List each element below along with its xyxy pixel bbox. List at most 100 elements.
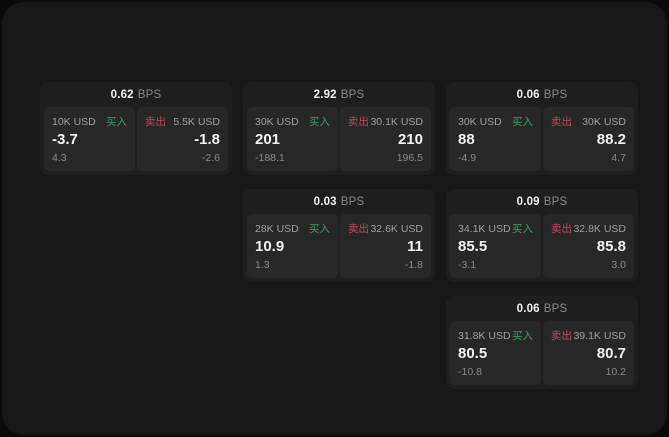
quote-tiles: 10K USD 买入 -3.7 4.3 卖出 5.5K USD -1.8 -2.… (40, 107, 232, 175)
quote-tiles: 31.8K USD 买入 80.5 -10.8 卖出 39.1K USD 80.… (446, 321, 638, 389)
buy-side-label: 买入 (512, 116, 533, 128)
buy-sub-value: -4.9 (458, 152, 477, 165)
buy-side-label: 买入 (512, 330, 533, 342)
buy-tile-header: 30K USD 买入 (255, 114, 330, 129)
sell-amount: 30K USD (582, 116, 626, 128)
sell-side-label: 卖出 (551, 330, 572, 342)
buy-side-label: 买入 (309, 116, 330, 128)
bps-suffix-label: BPS (340, 195, 365, 208)
quote-card: 0.06 BPS 30K USD 买入 88 -4.9 卖出 30K USD 8… (446, 82, 638, 175)
buy-price-value: -3.7 (52, 131, 78, 148)
sell-sub-value: 4.7 (611, 152, 626, 165)
sell-price-value: 88.2 (596, 131, 626, 148)
quote-card: 0.62 BPS 10K USD 买入 -3.7 4.3 卖出 5.5K USD… (40, 82, 232, 175)
bps-suffix-label: BPS (137, 88, 162, 101)
sell-sub-value: 196.5 (396, 152, 423, 165)
quote-tiles: 30K USD 买入 88 -4.9 卖出 30K USD 88.2 4.7 (446, 107, 638, 175)
bps-suffix-label: BPS (543, 302, 568, 315)
card-spread-header: 0.09 BPS (446, 189, 638, 214)
buy-tile-header: 30K USD 买入 (458, 114, 533, 129)
sell-side-label: 卖出 (348, 223, 369, 235)
sell-price-value: 85.8 (596, 238, 626, 255)
card-spread-header: 0.62 BPS (40, 82, 232, 107)
buy-amount: 31.8K USD (458, 330, 511, 342)
quote-card: 0.09 BPS 34.1K USD 买入 85.5 -3.1 卖出 32.8K… (446, 189, 638, 282)
bps-suffix-label: BPS (340, 88, 365, 101)
sell-side-label: 卖出 (551, 116, 572, 128)
sell-tile-header: 卖出 30.1K USD (348, 114, 423, 129)
buy-amount: 34.1K USD (458, 223, 511, 235)
sell-tile-header: 卖出 5.5K USD (145, 114, 220, 129)
spread-bps-value: 2.92 (313, 88, 337, 101)
sell-quote-tile[interactable]: 卖出 32.6K USD 11 -1.8 (340, 214, 431, 278)
buy-tile-header: 28K USD 买入 (255, 221, 330, 236)
sell-side-label: 卖出 (551, 223, 572, 235)
sell-quote-tile[interactable]: 卖出 39.1K USD 80.7 10.2 (543, 321, 634, 385)
sell-price-value: -1.8 (194, 131, 220, 148)
card-spread-header: 0.06 BPS (446, 296, 638, 321)
sell-amount: 32.8K USD (573, 223, 626, 235)
sell-sub-value: 10.2 (605, 366, 626, 379)
sell-quote-tile[interactable]: 卖出 30.1K USD 210 196.5 (340, 107, 431, 171)
quote-card-grid: 0.62 BPS 10K USD 买入 -3.7 4.3 卖出 5.5K USD… (40, 82, 638, 389)
sell-quote-tile[interactable]: 卖出 30K USD 88.2 4.7 (543, 107, 634, 171)
buy-amount: 28K USD (255, 223, 299, 235)
buy-sub-value: -10.8 (458, 366, 482, 379)
spread-bps-value: 0.06 (516, 302, 540, 315)
buy-quote-tile[interactable]: 30K USD 买入 201 -188.1 (247, 107, 338, 171)
buy-quote-tile[interactable]: 30K USD 买入 88 -4.9 (450, 107, 541, 171)
sell-sub-value: -2.6 (201, 152, 220, 165)
buy-sub-value: 4.3 (52, 152, 67, 165)
buy-amount: 30K USD (255, 116, 299, 128)
quote-card: 0.03 BPS 28K USD 买入 10.9 1.3 卖出 32.6K US… (243, 189, 435, 282)
quote-tiles: 28K USD 买入 10.9 1.3 卖出 32.6K USD 11 -1.8 (243, 214, 435, 282)
buy-price-value: 201 (255, 131, 281, 148)
sell-price-value: 80.7 (596, 345, 626, 362)
buy-sub-value: -188.1 (255, 152, 285, 165)
buy-quote-tile[interactable]: 34.1K USD 买入 85.5 -3.1 (450, 214, 541, 278)
buy-price-value: 80.5 (458, 345, 488, 362)
sell-tile-header: 卖出 32.8K USD (551, 221, 626, 236)
buy-tile-header: 34.1K USD 买入 (458, 221, 533, 236)
bps-suffix-label: BPS (543, 195, 568, 208)
buy-side-label: 买入 (309, 223, 330, 235)
spread-bps-value: 0.06 (516, 88, 540, 101)
quote-card: 0.06 BPS 31.8K USD 买入 80.5 -10.8 卖出 39.1… (446, 296, 638, 389)
buy-sub-value: 1.3 (255, 259, 270, 272)
sell-sub-value: 3.0 (611, 259, 626, 272)
sell-tile-header: 卖出 32.6K USD (348, 221, 423, 236)
buy-quote-tile[interactable]: 31.8K USD 买入 80.5 -10.8 (450, 321, 541, 385)
sell-side-label: 卖出 (145, 116, 166, 128)
buy-quote-tile[interactable]: 28K USD 买入 10.9 1.3 (247, 214, 338, 278)
sell-side-label: 卖出 (348, 116, 369, 128)
buy-side-label: 买入 (512, 223, 533, 235)
sell-tile-header: 卖出 30K USD (551, 114, 626, 129)
buy-price-value: 10.9 (255, 238, 285, 255)
sell-sub-value: -1.8 (404, 259, 423, 272)
quote-tiles: 30K USD 买入 201 -188.1 卖出 30.1K USD 210 1… (243, 107, 435, 175)
sell-amount: 39.1K USD (573, 330, 626, 342)
spread-bps-value: 0.03 (313, 195, 337, 208)
card-spread-header: 0.03 BPS (243, 189, 435, 214)
sell-amount: 30.1K USD (370, 116, 423, 128)
buy-sub-value: -3.1 (458, 259, 477, 272)
quote-card: 2.92 BPS 30K USD 买入 201 -188.1 卖出 30.1K … (243, 82, 435, 175)
sell-quote-tile[interactable]: 卖出 5.5K USD -1.8 -2.6 (137, 107, 228, 171)
buy-price-value: 88 (458, 131, 475, 148)
card-spread-header: 0.06 BPS (446, 82, 638, 107)
buy-quote-tile[interactable]: 10K USD 买入 -3.7 4.3 (44, 107, 135, 171)
sell-amount: 5.5K USD (173, 116, 220, 128)
spread-bps-value: 0.62 (110, 88, 134, 101)
card-spread-header: 2.92 BPS (243, 82, 435, 107)
buy-tile-header: 31.8K USD 买入 (458, 328, 533, 343)
sell-amount: 32.6K USD (370, 223, 423, 235)
spread-bps-value: 0.09 (516, 195, 540, 208)
sell-tile-header: 卖出 39.1K USD (551, 328, 626, 343)
buy-amount: 10K USD (52, 116, 96, 128)
quote-tiles: 34.1K USD 买入 85.5 -3.1 卖出 32.8K USD 85.8… (446, 214, 638, 282)
sell-quote-tile[interactable]: 卖出 32.8K USD 85.8 3.0 (543, 214, 634, 278)
buy-amount: 30K USD (458, 116, 502, 128)
buy-price-value: 85.5 (458, 238, 488, 255)
buy-tile-header: 10K USD 买入 (52, 114, 127, 129)
